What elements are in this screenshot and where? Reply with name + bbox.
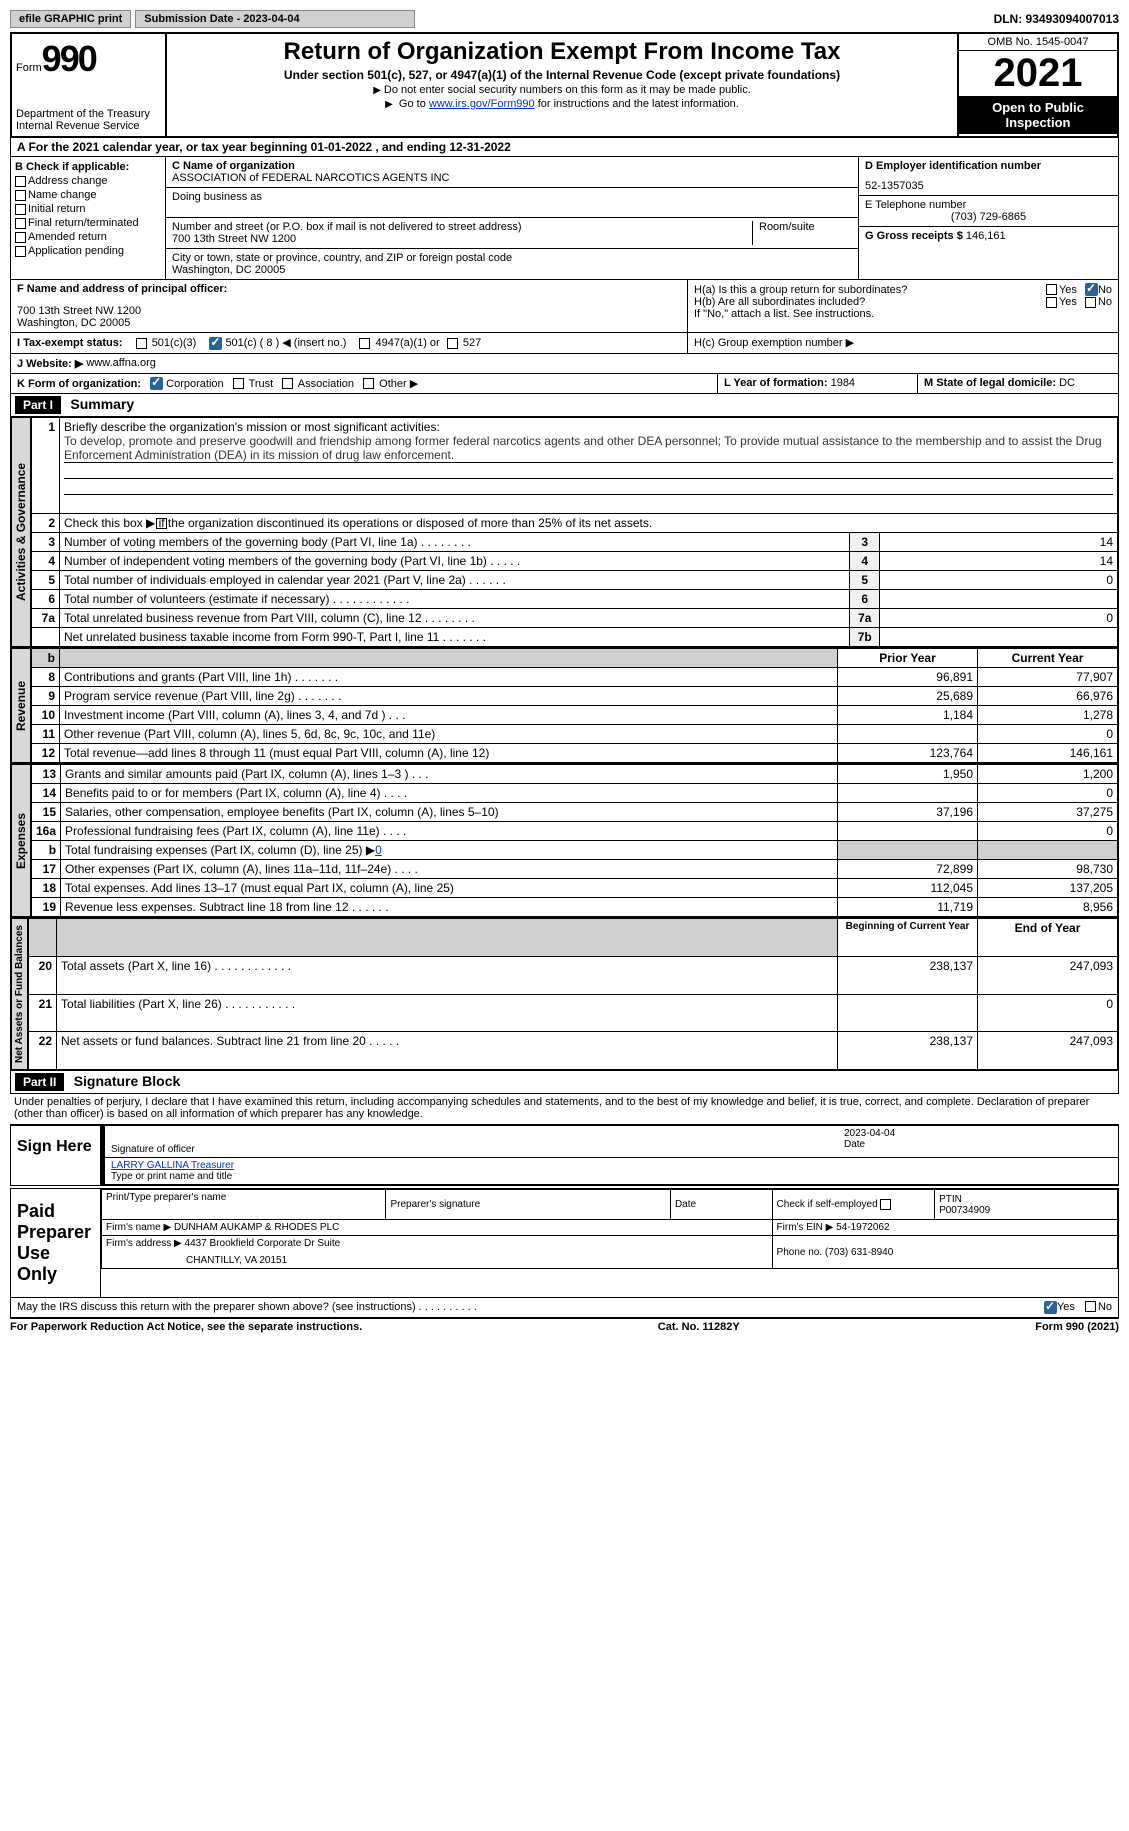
checkbox-address[interactable]: [15, 176, 26, 187]
line6: Total number of volunteers (estimate if …: [60, 590, 850, 609]
checkbox-pending[interactable]: [15, 246, 26, 257]
line7a: Total unrelated business revenue from Pa…: [60, 609, 850, 628]
part1-header: Part I: [15, 396, 61, 414]
sig-date-label: Date: [844, 1139, 1112, 1150]
city-value: Washington, DC 20005: [172, 264, 852, 276]
form-word: Form: [16, 62, 42, 74]
k-trust[interactable]: [233, 378, 244, 389]
line5: Total number of individuals employed in …: [60, 571, 850, 590]
sig-officer-label: Signature of officer: [111, 1144, 832, 1155]
j-label: J Website: ▶: [17, 357, 83, 370]
k-other[interactable]: [363, 378, 374, 389]
line7b: Net unrelated business taxable income fr…: [60, 628, 850, 647]
line2: Check this box ▶ if the organization dis…: [60, 514, 1118, 533]
vtab-netassets: Net Assets or Fund Balances: [11, 918, 28, 1070]
efile-button[interactable]: efile GRAPHIC print: [10, 10, 131, 28]
irs-label: Internal Revenue Service: [16, 120, 161, 132]
ein-value: 52-1357035: [865, 180, 1112, 192]
line1-label: Briefly describe the organization's miss…: [64, 420, 1113, 434]
checkbox-amended[interactable]: [15, 232, 26, 243]
discuss-label: May the IRS discuss this return with the…: [17, 1301, 1044, 1314]
gross-label: G Gross receipts $: [865, 230, 963, 242]
ha-yes[interactable]: [1046, 284, 1057, 295]
form-subtitle: Under section 501(c), 527, or 4947(a)(1)…: [177, 68, 947, 82]
perjury-text: Under penalties of perjury, I declare th…: [10, 1094, 1119, 1122]
officer-name[interactable]: LARRY GALLINA Treasurer: [111, 1160, 1112, 1171]
room-label: Room/suite: [752, 221, 852, 245]
discuss-no[interactable]: [1085, 1301, 1096, 1312]
hb-label: H(b) Are all subordinates included?: [694, 296, 1046, 308]
hc-label: H(c) Group exemption number ▶: [688, 333, 1118, 353]
i-4947[interactable]: [359, 338, 370, 349]
fundraising-link[interactable]: 0: [375, 843, 382, 857]
note-ssn: Do not enter social security numbers on …: [177, 84, 947, 96]
hb-no[interactable]: [1085, 297, 1096, 308]
note-link: Go to www.irs.gov/Form990 for instructio…: [177, 98, 947, 110]
i-501c3[interactable]: [136, 338, 147, 349]
dln: DLN: 93493094007013: [994, 12, 1119, 26]
gross-value: 146,161: [966, 230, 1006, 242]
checkbox-initial[interactable]: [15, 204, 26, 215]
dept-treasury: Department of the Treasury: [16, 108, 161, 120]
paid-preparer-label: Paid Preparer Use Only: [11, 1189, 101, 1297]
tel-value: (703) 729-6865: [865, 211, 1112, 223]
line2-checkbox[interactable]: [156, 518, 167, 529]
part1-title: Summary: [70, 396, 134, 412]
self-employed-checkbox[interactable]: [880, 1199, 891, 1210]
tel-label: E Telephone number: [865, 199, 1112, 211]
ha-no-checked[interactable]: [1085, 283, 1098, 296]
street-label: Number and street (or P.O. box if mail i…: [172, 221, 752, 233]
part2-title: Signature Block: [74, 1073, 181, 1089]
m-label: M State of legal domicile:: [924, 377, 1056, 389]
website-value: www.affna.org: [86, 357, 156, 370]
i-label: I Tax-exempt status:: [17, 337, 123, 349]
sign-here-label: Sign Here: [11, 1126, 101, 1185]
f-label: F Name and address of principal officer:: [17, 283, 681, 295]
k-corp-checked[interactable]: [150, 377, 163, 390]
dba-label: Doing business as: [172, 191, 852, 203]
f-addr2: Washington, DC 20005: [17, 317, 681, 329]
form-title: Return of Organization Exempt From Incom…: [177, 38, 947, 66]
city-label: City or town, state or province, country…: [172, 252, 852, 264]
i-527[interactable]: [447, 338, 458, 349]
line1-text: To develop, promote and preserve goodwil…: [64, 434, 1113, 463]
checkbox-name[interactable]: [15, 190, 26, 201]
b-header: B Check if applicable:: [15, 161, 161, 173]
tax-year: 2021: [959, 51, 1117, 96]
checkbox-final[interactable]: [15, 218, 26, 229]
footer-cat: Cat. No. 11282Y: [658, 1321, 740, 1333]
ha-label: H(a) Is this a group return for subordin…: [694, 284, 1046, 296]
sig-date-value: 2023-04-04: [844, 1128, 1112, 1139]
row-a-calendar: A For the 2021 calendar year, or tax yea…: [10, 138, 1119, 157]
part2-header: Part II: [15, 1073, 64, 1091]
k-label: K Form of organization:: [17, 378, 141, 390]
ein-label: D Employer identification number: [865, 160, 1112, 172]
officer-name-label: Type or print name and title: [111, 1171, 1112, 1182]
line4: Number of independent voting members of …: [60, 552, 850, 571]
k-assoc[interactable]: [282, 378, 293, 389]
f-addr1: 700 13th Street NW 1200: [17, 305, 681, 317]
vtab-expenses: Expenses: [11, 764, 31, 917]
public-inspection: Open to Public Inspection: [959, 96, 1117, 134]
footer-form: Form 990 (2021): [1035, 1321, 1119, 1333]
street-value: 700 13th Street NW 1200: [172, 233, 752, 245]
hb-yes[interactable]: [1046, 297, 1057, 308]
footer-pra: For Paperwork Reduction Act Notice, see …: [10, 1321, 362, 1333]
c-name-label: C Name of organization: [172, 160, 852, 172]
org-name: ASSOCIATION of FEDERAL NARCOTICS AGENTS …: [172, 172, 852, 184]
vtab-activities: Activities & Governance: [11, 417, 31, 647]
i-501c-checked[interactable]: [209, 337, 222, 350]
hb-note: If "No," attach a list. See instructions…: [694, 308, 1112, 320]
irs-link[interactable]: www.irs.gov/Form990: [429, 98, 535, 110]
vtab-revenue: Revenue: [11, 648, 31, 763]
l-label: L Year of formation:: [724, 377, 828, 389]
form-number: 990: [42, 38, 96, 79]
line3: Number of voting members of the governin…: [60, 533, 850, 552]
submission-date: Submission Date - 2023-04-04: [135, 10, 415, 28]
discuss-yes-checked[interactable]: [1044, 1301, 1057, 1314]
omb-number: OMB No. 1545-0047: [959, 34, 1117, 51]
